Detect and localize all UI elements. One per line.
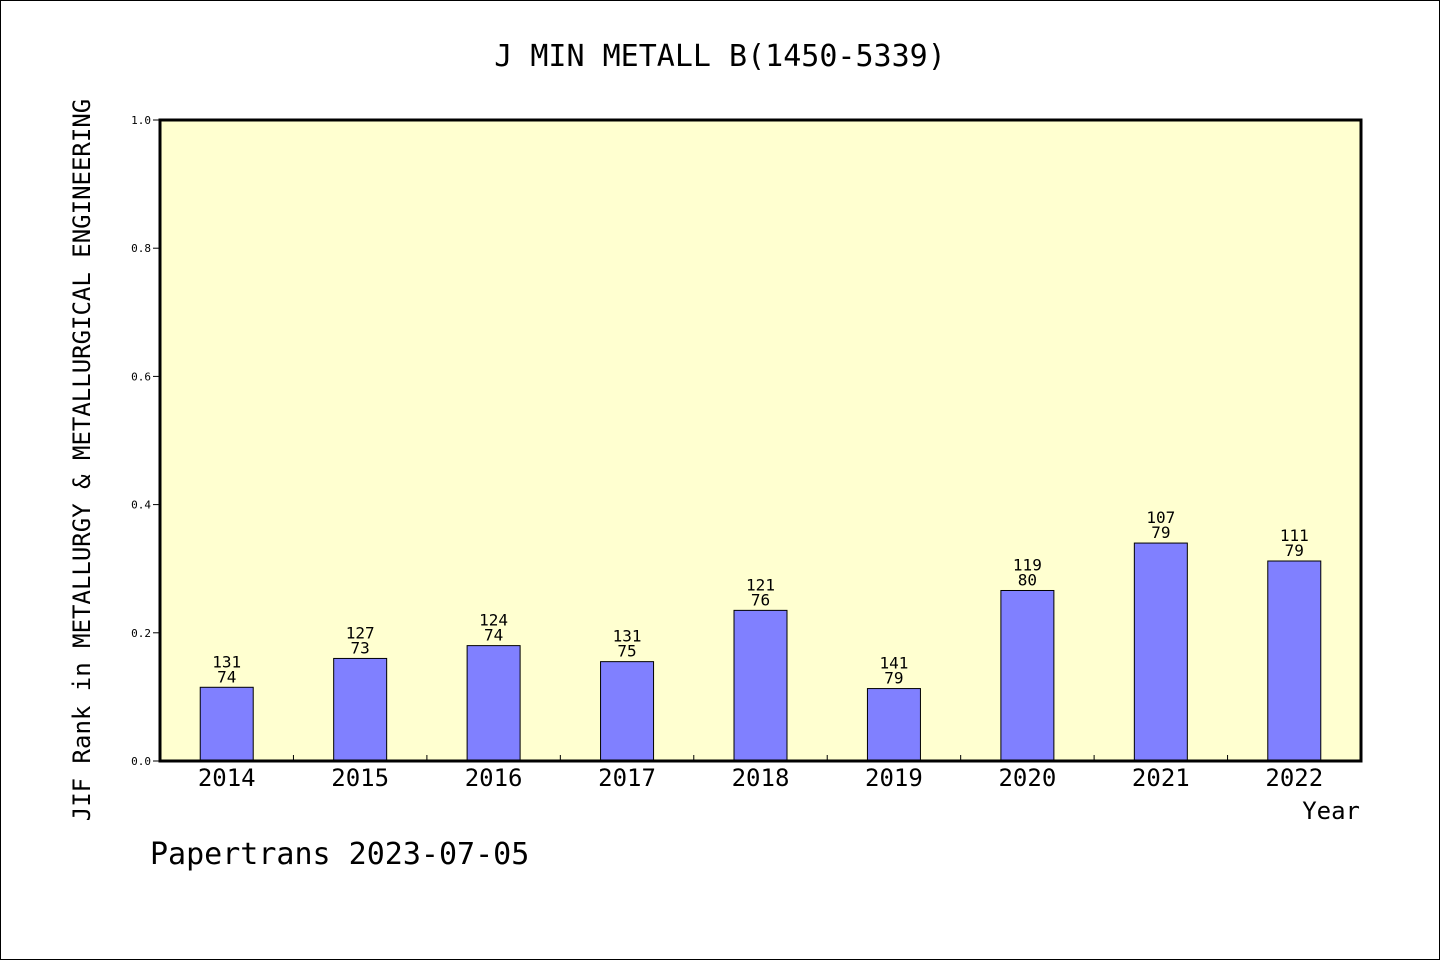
y-tick-label: 0.8 — [131, 242, 151, 255]
x-tick-label: 2022 — [1265, 764, 1323, 792]
bar-label-top: 111 — [1280, 526, 1309, 545]
bar-label-top: 141 — [879, 654, 908, 673]
bar-label-bottom: 76 — [751, 590, 770, 609]
bar — [199, 686, 254, 762]
plot-border — [158, 118, 1363, 763]
bar-label-bottom: 74 — [217, 667, 236, 686]
bar-label-bottom: 75 — [617, 642, 636, 661]
bar-label-top: 124 — [479, 611, 508, 630]
bar-label-bottom: 79 — [1285, 541, 1304, 560]
bar-label-top: 107 — [1146, 508, 1175, 527]
bar — [1267, 560, 1322, 762]
bar-label-bottom: 79 — [884, 669, 903, 688]
y-tick-label: 0.4 — [131, 499, 151, 512]
bar — [600, 661, 655, 762]
x-tick-label: 2015 — [331, 764, 389, 792]
bar-label-bottom: 74 — [484, 626, 503, 645]
x-tick-label: 2021 — [1132, 764, 1190, 792]
x-tick-label: 2019 — [865, 764, 923, 792]
bar — [1133, 542, 1188, 762]
x-tick-label: 2016 — [465, 764, 523, 792]
footer-watermark: Papertrans 2023-07-05 — [150, 837, 529, 872]
bar — [333, 657, 388, 762]
bar-label-top: 127 — [346, 623, 375, 642]
bar — [866, 688, 921, 762]
y-axis-label: JIF Rank in METALLURGY & METALLURGICAL E… — [68, 99, 96, 821]
bar-label-bottom: 73 — [351, 638, 370, 657]
y-tick-label: 0.6 — [131, 370, 151, 383]
y-tick-label: 0.0 — [131, 755, 151, 768]
bar-label-bottom: 80 — [1018, 570, 1037, 589]
x-tick-label: 2017 — [598, 764, 656, 792]
chart-title: J MIN METALL B(1450-5339) — [494, 39, 946, 74]
bar — [466, 645, 521, 762]
bar-label-top: 121 — [746, 575, 775, 594]
bar — [1000, 589, 1055, 762]
x-axis-label: Year — [1302, 797, 1360, 825]
bar-label-top: 119 — [1013, 555, 1042, 574]
y-tick-label: 0.2 — [131, 627, 151, 640]
x-tick-label: 2014 — [198, 764, 256, 792]
bar-label-bottom: 79 — [1151, 523, 1170, 542]
x-tick-label: 2018 — [732, 764, 790, 792]
x-axis-ticks: 2014 2015 2016 2017 2018 2019 2020 2021 2022 — [198, 755, 1323, 792]
y-tick-label: 1.0 — [131, 114, 151, 127]
bar — [733, 609, 788, 762]
bar-label-top: 131 — [613, 627, 642, 646]
bar-label-top: 131 — [212, 652, 241, 671]
x-tick-label: 2020 — [998, 764, 1056, 792]
y-axis-ticks: 0.0 0.2 0.4 0.6 0.8 1.0 — [131, 114, 160, 768]
